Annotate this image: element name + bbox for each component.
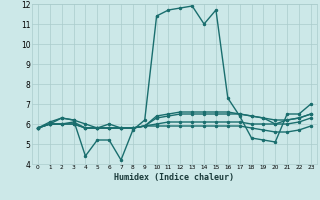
X-axis label: Humidex (Indice chaleur): Humidex (Indice chaleur): [115, 173, 234, 182]
